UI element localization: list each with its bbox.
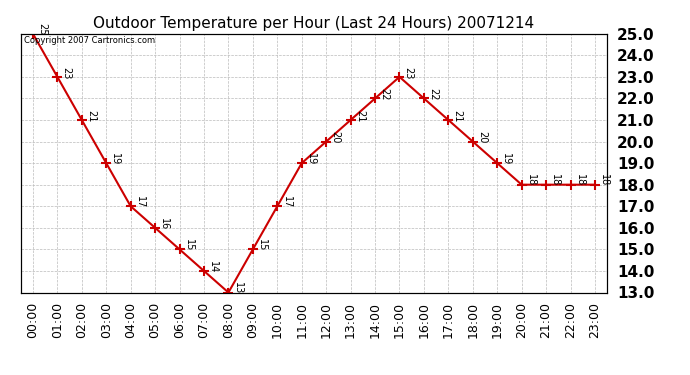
Text: 17: 17 xyxy=(135,196,145,208)
Title: Outdoor Temperature per Hour (Last 24 Hours) 20071214: Outdoor Temperature per Hour (Last 24 Ho… xyxy=(93,16,535,31)
Text: 22: 22 xyxy=(428,88,438,101)
Text: 18: 18 xyxy=(599,174,609,187)
Text: 21: 21 xyxy=(86,110,96,122)
Text: Copyright 2007 Cartronics.com: Copyright 2007 Cartronics.com xyxy=(23,36,155,45)
Text: 20: 20 xyxy=(477,131,487,144)
Text: 25: 25 xyxy=(37,23,47,36)
Text: 17: 17 xyxy=(282,196,291,208)
Text: 18: 18 xyxy=(526,174,536,187)
Text: 21: 21 xyxy=(453,110,462,122)
Text: 15: 15 xyxy=(257,239,267,251)
Text: 19: 19 xyxy=(502,153,511,165)
Text: 19: 19 xyxy=(306,153,316,165)
Text: 23: 23 xyxy=(61,66,72,79)
Text: 18: 18 xyxy=(550,174,560,187)
Text: 21: 21 xyxy=(355,110,365,122)
Text: 20: 20 xyxy=(331,131,340,144)
Text: 16: 16 xyxy=(159,217,169,230)
Text: 22: 22 xyxy=(380,88,389,101)
Text: 23: 23 xyxy=(404,66,413,79)
Text: 15: 15 xyxy=(184,239,194,251)
Text: 18: 18 xyxy=(575,174,584,187)
Text: 13: 13 xyxy=(233,282,243,294)
Text: 19: 19 xyxy=(110,153,120,165)
Text: 14: 14 xyxy=(208,261,218,273)
